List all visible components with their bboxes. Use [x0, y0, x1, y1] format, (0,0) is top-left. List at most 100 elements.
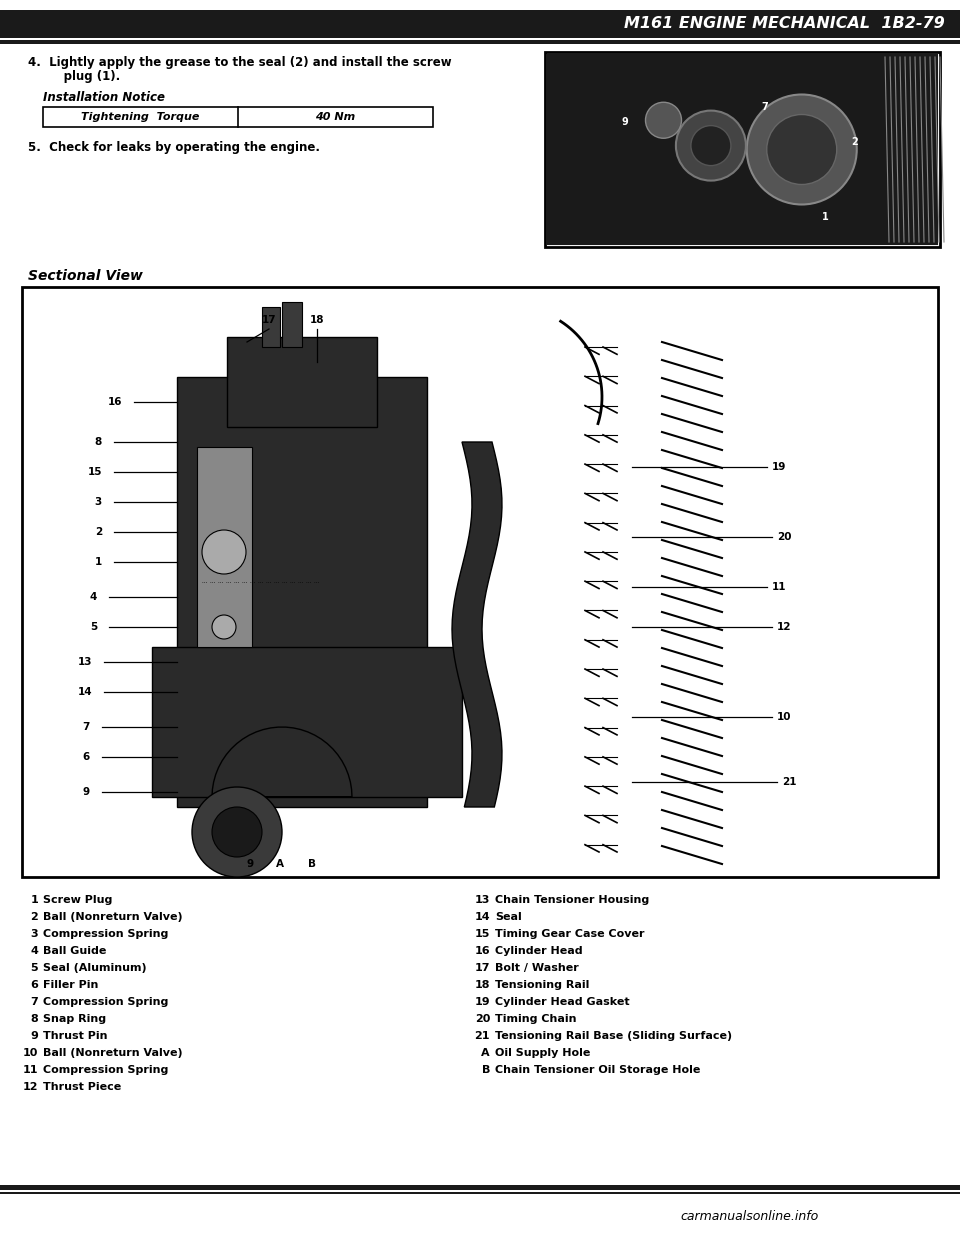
Text: Timing Chain: Timing Chain [495, 1013, 577, 1023]
Polygon shape [452, 442, 502, 807]
Text: 4.  Lightly apply the grease to the seal (2) and install the screw: 4. Lightly apply the grease to the seal … [28, 56, 451, 70]
Text: 11: 11 [772, 582, 786, 592]
Text: Ball (Nonreturn Valve): Ball (Nonreturn Valve) [43, 1048, 182, 1058]
Text: 16: 16 [108, 397, 122, 407]
Text: 18: 18 [310, 315, 324, 325]
Text: 20: 20 [474, 1013, 490, 1023]
Circle shape [212, 615, 236, 638]
Circle shape [212, 807, 262, 857]
Text: 17: 17 [262, 315, 276, 325]
Text: B: B [482, 1064, 490, 1076]
Text: 4: 4 [89, 592, 97, 602]
Text: Ball Guide: Ball Guide [43, 946, 107, 956]
Text: 5: 5 [89, 622, 97, 632]
Text: 13: 13 [474, 895, 490, 905]
Text: 2: 2 [31, 912, 38, 922]
Text: plug (1).: plug (1). [43, 70, 120, 83]
Text: 7: 7 [83, 722, 90, 732]
Text: 21: 21 [782, 777, 797, 787]
Text: 7: 7 [31, 997, 38, 1007]
Text: 19: 19 [474, 997, 490, 1007]
Text: 9: 9 [622, 117, 629, 127]
Text: carmanualsonline.info: carmanualsonline.info [681, 1210, 819, 1223]
Polygon shape [212, 727, 352, 797]
Text: 9: 9 [247, 859, 253, 869]
Text: 7: 7 [761, 102, 768, 112]
Text: 17: 17 [474, 963, 490, 972]
Bar [152, 647, 462, 797]
Text: A: A [481, 1048, 490, 1058]
Text: 12: 12 [777, 622, 791, 632]
Bar [22, 287, 938, 877]
Text: Compression Spring: Compression Spring [43, 997, 168, 1007]
Text: B: B [308, 859, 316, 869]
Circle shape [645, 102, 682, 138]
Text: 6: 6 [83, 751, 90, 763]
Bar [0, 1192, 960, 1194]
Text: Cylinder Head Gasket: Cylinder Head Gasket [495, 997, 630, 1007]
Text: 15: 15 [87, 467, 102, 477]
Text: Bolt / Washer: Bolt / Washer [495, 963, 579, 972]
Circle shape [767, 114, 837, 185]
Text: 11: 11 [22, 1064, 38, 1076]
Text: 10: 10 [777, 712, 791, 722]
Circle shape [747, 94, 856, 205]
Text: Chain Tensioner Housing: Chain Tensioner Housing [495, 895, 649, 905]
Circle shape [192, 787, 282, 877]
Text: 1: 1 [95, 556, 102, 568]
Text: 21: 21 [474, 1031, 490, 1041]
Text: 8: 8 [95, 437, 102, 447]
Text: 3: 3 [31, 929, 38, 939]
Text: 14: 14 [474, 912, 490, 922]
Text: Snap Ring: Snap Ring [43, 1013, 107, 1023]
Text: 14: 14 [78, 687, 92, 697]
Text: Chain Tensioner Oil Storage Hole: Chain Tensioner Oil Storage Hole [495, 1064, 701, 1076]
Bar [227, 337, 377, 427]
Text: 3: 3 [95, 497, 102, 507]
Text: Compression Spring: Compression Spring [43, 1064, 168, 1076]
Text: 1: 1 [31, 895, 38, 905]
Text: 12: 12 [22, 1082, 38, 1092]
Bar [545, 52, 940, 247]
Text: Thrust Pin: Thrust Pin [43, 1031, 108, 1041]
Text: Seal: Seal [495, 912, 521, 922]
Text: Thrust Piece: Thrust Piece [43, 1082, 121, 1092]
Text: 18: 18 [474, 980, 490, 990]
Text: 2: 2 [852, 137, 858, 147]
Text: 20: 20 [777, 532, 791, 542]
Bar [0, 40, 960, 43]
Bar [0, 1185, 960, 1190]
Circle shape [202, 530, 246, 574]
Circle shape [676, 111, 746, 180]
Text: Sectional View: Sectional View [28, 270, 143, 283]
Bar [547, 53, 938, 245]
Text: 40 Nm: 40 Nm [316, 112, 355, 122]
Bar [177, 378, 427, 807]
Text: 1: 1 [822, 212, 828, 222]
Circle shape [691, 125, 731, 165]
Text: 5: 5 [31, 963, 38, 972]
Text: A: A [276, 859, 284, 869]
Text: Oil Supply Hole: Oil Supply Hole [495, 1048, 590, 1058]
Text: 8: 8 [31, 1013, 38, 1023]
Bar [262, 307, 280, 347]
Text: Seal (Aluminum): Seal (Aluminum) [43, 963, 147, 972]
Text: Tensioning Rail: Tensioning Rail [495, 980, 589, 990]
Text: 15: 15 [474, 929, 490, 939]
Text: 6: 6 [30, 980, 38, 990]
Text: 16: 16 [474, 946, 490, 956]
Text: Screw Plug: Screw Plug [43, 895, 112, 905]
Text: 13: 13 [78, 657, 92, 667]
Text: 4: 4 [30, 946, 38, 956]
Text: Tensioning Rail Base (Sliding Surface): Tensioning Rail Base (Sliding Surface) [495, 1031, 732, 1041]
Text: 19: 19 [772, 462, 786, 472]
Text: Installation Notice: Installation Notice [43, 91, 165, 104]
Text: Filler Pin: Filler Pin [43, 980, 98, 990]
Text: 5.  Check for leaks by operating the engine.: 5. Check for leaks by operating the engi… [28, 142, 320, 154]
Text: Ball (Nonreturn Valve): Ball (Nonreturn Valve) [43, 912, 182, 922]
Text: M161 ENGINE MECHANICAL  1B2-79: M161 ENGINE MECHANICAL 1B2-79 [624, 16, 945, 31]
Text: Timing Gear Case Cover: Timing Gear Case Cover [495, 929, 644, 939]
Text: 10: 10 [23, 1048, 38, 1058]
Bar [0, 10, 960, 39]
Bar [43, 107, 433, 127]
